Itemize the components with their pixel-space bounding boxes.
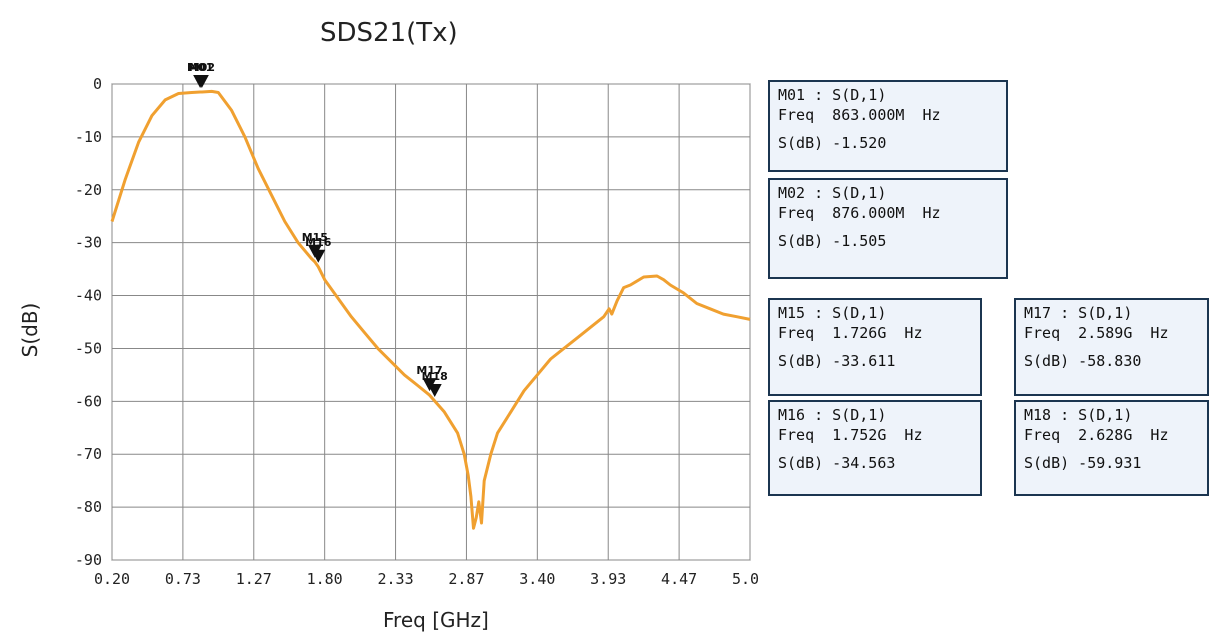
marker-label-m02: M02 [189, 61, 215, 74]
marker-box-sdb: S(dB) -59.931 [1024, 454, 1142, 472]
marker-label-m17: M17 [416, 364, 442, 377]
x-tick-label: 2.87 [448, 570, 484, 588]
x-tick-label: 0.73 [165, 570, 201, 588]
marker-box-freq: Freq 863.000M Hz [778, 106, 941, 124]
marker-box-head: M15 : S(D,1) [778, 304, 887, 322]
y-tick-label: -40 [75, 287, 102, 305]
plot-area [111, 83, 751, 561]
marker-box-m01: M01 : S(D,1) Freq 863.000M Hz S(dB) -1.5… [768, 80, 1008, 172]
x-tick-label: 0.20 [94, 570, 130, 588]
marker-box-head: M18 : S(D,1) [1024, 406, 1133, 424]
marker-box-sdb: S(dB) -58.830 [1024, 352, 1142, 370]
marker-box-m18: M18 : S(D,1) Freq 2.628G Hz S(dB) -59.93… [1014, 400, 1209, 496]
marker-label-m16: M16 [305, 236, 332, 249]
marker-box-m15: M15 : S(D,1) Freq 1.726G Hz S(dB) -33.61… [768, 298, 982, 396]
y-tick-label: -30 [75, 234, 102, 252]
chart-title: SDS21(Tx) [320, 18, 458, 48]
marker-m18 [427, 383, 442, 397]
y-axis-label: S(dB) [18, 302, 42, 358]
marker-label-m15: M15 [302, 231, 328, 244]
marker-box-sdb: S(dB) -1.520 [778, 134, 887, 152]
x-tick-label: 5.00 [732, 570, 760, 588]
marker-box-head: M16 : S(D,1) [778, 406, 887, 424]
x-tick-label: 1.27 [236, 570, 272, 588]
x-tick-label: 4.47 [661, 570, 697, 588]
marker-box-m02: M02 : S(D,1) Freq 876.000M Hz S(dB) -1.5… [768, 178, 1008, 279]
chart-plot: 0.20 0.73 1.27 1.80 2.33 2.87 3.40 3.93 4.47 5.0 0… [75, 61, 760, 588]
y-tick-label: -20 [75, 181, 102, 199]
marker-box-freq: Freq 1.726G Hz [778, 324, 923, 342]
marker-m16 [311, 249, 326, 263]
x-axis-label: Freq [GHz] [383, 608, 489, 632]
x-tick-label: 1.80 [307, 570, 343, 588]
series-line [110, 89, 751, 530]
marker-box-m17: M17 : S(D,1) Freq 2.589G Hz S(dB) -58.83… [1014, 298, 1209, 396]
marker-box-freq: Freq 2.628G Hz [1024, 426, 1169, 444]
y-tick-label: -70 [75, 445, 102, 463]
marker-label-m18: M18 [422, 370, 448, 383]
marker-box-head: M17 : S(D,1) [1024, 304, 1133, 322]
y-tick-label: 0 [93, 75, 102, 93]
marker-box-sdb: S(dB) -34.563 [778, 454, 896, 472]
y-tick-label: -50 [75, 339, 102, 357]
marker-box-sdb: S(dB) -33.611 [778, 352, 896, 370]
marker-box-freq: Freq 2.589G Hz [1024, 324, 1169, 342]
x-tick-label: 3.40 [519, 570, 555, 588]
marker-box-freq: Freq 876.000M Hz [778, 204, 941, 222]
y-tick-label: -60 [75, 392, 102, 410]
marker-box-m16: M16 : S(D,1) Freq 1.752G Hz S(dB) -34.56… [768, 400, 982, 496]
x-tick-label: 2.33 [377, 570, 413, 588]
marker-m02 [194, 74, 209, 88]
y-tick-label: -90 [75, 551, 102, 569]
y-tick-label: -10 [75, 128, 102, 146]
x-tick-label: 3.93 [590, 570, 626, 588]
marker-label-m01: M01 [187, 61, 213, 74]
marker-box-head: M02 : S(D,1) [778, 184, 887, 202]
y-tick-label: -80 [75, 498, 102, 516]
marker-box-sdb: S(dB) -1.505 [778, 232, 887, 250]
marker-box-freq: Freq 1.752G Hz [778, 426, 923, 444]
marker-box-head: M01 : S(D,1) [778, 86, 887, 104]
